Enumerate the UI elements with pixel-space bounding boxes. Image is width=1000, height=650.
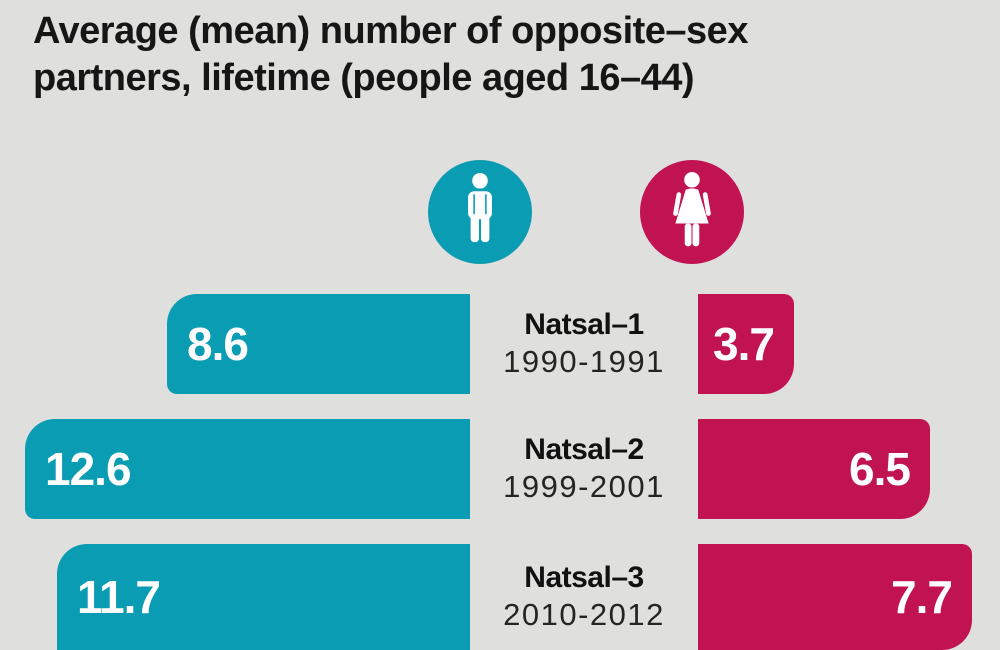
male-bar-value: 11.7 bbox=[77, 571, 161, 623]
female-bar: 7.7 bbox=[698, 544, 972, 650]
male-bar: 12.6 bbox=[25, 419, 470, 519]
survey-label-block: Natsal–3 2010-2012 bbox=[470, 544, 698, 650]
male-bar: 11.7 bbox=[57, 544, 470, 650]
survey-label-block: Natsal–1 1990-1991 bbox=[470, 294, 698, 394]
chart-row: 11.7 Natsal–3 2010-2012 7.7 bbox=[0, 544, 1000, 650]
chart-row: 8.6 Natsal–1 1990-1991 3.7 bbox=[0, 294, 1000, 394]
male-bar-value: 8.6 bbox=[187, 318, 249, 370]
page-title-line1: Average (mean) number of opposite–sex bbox=[33, 10, 748, 52]
survey-years: 2010-2012 bbox=[503, 597, 665, 632]
female-bar: 3.7 bbox=[698, 294, 794, 394]
survey-name: Natsal–3 bbox=[524, 561, 644, 594]
survey-years: 1999-2001 bbox=[503, 469, 665, 504]
page-title-line2: partners, lifetime (people aged 16–44) bbox=[33, 57, 695, 99]
chart-row: 12.6 Natsal–2 1999-2001 6.5 bbox=[0, 419, 1000, 519]
female-bar: 6.5 bbox=[698, 419, 930, 519]
female-bar-value: 3.7 bbox=[713, 318, 775, 370]
male-person-icon bbox=[428, 160, 532, 264]
male-bar: 8.6 bbox=[167, 294, 470, 394]
female-bar-value: 7.7 bbox=[891, 571, 953, 623]
female-bar-value: 6.5 bbox=[849, 443, 911, 495]
female-person-icon bbox=[640, 160, 744, 264]
page-title: Average (mean) number of opposite–sex pa… bbox=[33, 8, 983, 102]
male-bar-value: 12.6 bbox=[45, 443, 132, 495]
survey-label-block: Natsal–2 1999-2001 bbox=[470, 419, 698, 519]
survey-name: Natsal–1 bbox=[524, 308, 644, 341]
survey-name: Natsal–2 bbox=[524, 433, 644, 466]
survey-years: 1990-1991 bbox=[503, 344, 665, 379]
